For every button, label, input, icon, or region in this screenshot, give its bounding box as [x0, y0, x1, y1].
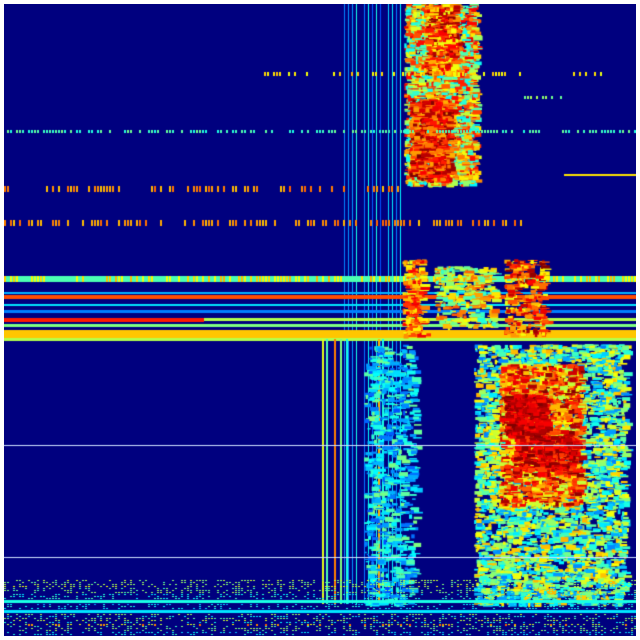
- heatmap-canvas: [4, 4, 636, 636]
